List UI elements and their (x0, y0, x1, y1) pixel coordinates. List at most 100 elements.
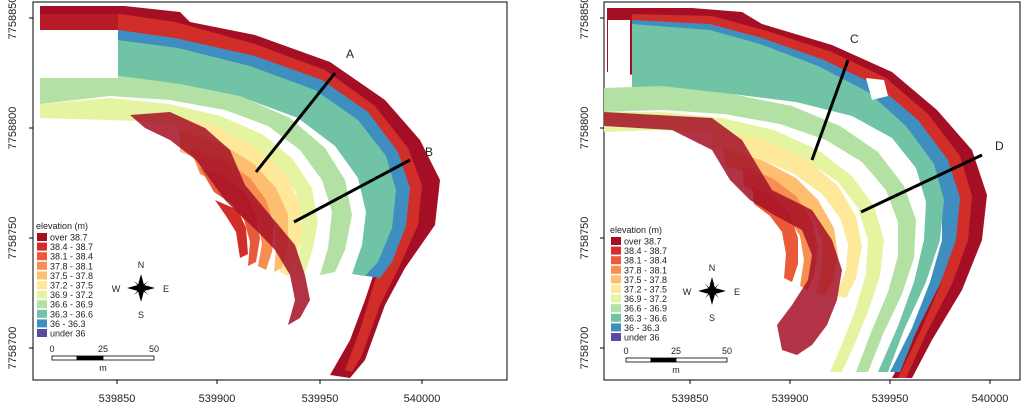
legend-label: over 38.7 (624, 237, 662, 247)
y-tick-label: 7758850 (7, 0, 19, 39)
x-tick-label: 539900 (199, 393, 236, 405)
legend-label: 37.5 - 37.8 (50, 271, 93, 281)
x-tick-label: 540000 (972, 393, 1009, 405)
map-svg-right: C D 7758850 7758800 7758750 7758700 5398… (579, 0, 1021, 405)
compass-rose: N S W E (683, 263, 740, 323)
legend-swatch (611, 304, 621, 313)
x-tick-label: 539900 (772, 393, 809, 405)
transect-label-a: A (346, 47, 354, 61)
y-tick-label: 7758750 (579, 217, 591, 260)
legend-label: 36 - 36.3 (50, 319, 86, 329)
legend-label: 36.9 - 37.2 (624, 294, 667, 304)
transect-label-d: D (995, 139, 1004, 153)
legend-label: 38.4 - 38.7 (624, 246, 667, 256)
compass-e: E (734, 287, 740, 297)
compass-e: E (163, 284, 169, 294)
legend-title: elevation (m) (36, 221, 88, 231)
compass-rose: N S W E (112, 260, 169, 320)
legend-swatch (611, 265, 621, 274)
legend-label: under 36 (624, 333, 660, 343)
x-axis: 539850 539900 539950 540000 (672, 380, 1009, 405)
legend-swatch (611, 246, 621, 255)
transect-label-b: B (425, 145, 433, 159)
scale-tick-label: 50 (722, 346, 732, 356)
legend-swatch (611, 256, 621, 265)
legend-label: 37.2 - 37.5 (624, 285, 667, 295)
map-svg-left: A B 7758850 7758800 7758750 7758700 5398… (7, 0, 508, 405)
map-panel-right: C D 7758850 7758800 7758750 7758700 5398… (512, 0, 1024, 412)
legend-label: 36.3 - 36.6 (624, 313, 667, 323)
y-tick-label: 7758750 (7, 217, 19, 260)
elevation-raster (40, 6, 440, 378)
transect-label-c: C (850, 32, 859, 46)
legend-swatch (37, 300, 47, 309)
legend: elevation (m) over 38.738.4 - 38.738.1 -… (610, 225, 667, 343)
legend-label: 37.8 - 38.1 (624, 265, 667, 275)
legend-swatch (37, 242, 47, 251)
legend-swatch (37, 281, 47, 289)
legend-swatch (37, 233, 47, 241)
legend: elevation (m) over 38.738.4 - 38.738.1 -… (36, 221, 93, 339)
scale-bar: 0 25 50 m (49, 344, 159, 373)
y-tick-label: 7758800 (579, 107, 591, 150)
legend-swatch (611, 313, 621, 322)
legend-label: 36.6 - 36.9 (624, 304, 667, 314)
legend-swatch (611, 294, 621, 303)
legend-label: 36 - 36.3 (624, 323, 660, 333)
scale-tick-label: 0 (623, 346, 628, 356)
legend-label: 38.1 - 38.4 (50, 252, 93, 262)
elevation-raster (604, 8, 987, 378)
legend-label: 38.1 - 38.4 (624, 256, 667, 266)
legend-label: under 36 (50, 329, 86, 339)
y-tick-label: 7758700 (579, 327, 591, 370)
y-tick-label: 7758850 (579, 0, 591, 39)
legend-swatch (37, 329, 47, 337)
scale-bar: 0 25 50 m (623, 346, 732, 375)
legend-swatch (37, 271, 47, 280)
legend-swatch (37, 290, 47, 299)
y-axis: 7758850 7758800 7758750 7758700 (7, 0, 33, 369)
x-tick-label: 539950 (302, 393, 339, 405)
scale-unit: m (672, 365, 680, 375)
scale-tick-label: 0 (49, 344, 54, 354)
compass-s: S (138, 310, 144, 320)
transect-line-b (293, 158, 411, 224)
x-tick-label: 539950 (872, 393, 909, 405)
legend-swatch (37, 252, 47, 261)
legend-label: 37.5 - 37.8 (624, 275, 667, 285)
scale-tick-label: 25 (98, 344, 108, 354)
legend-swatch (611, 237, 621, 245)
compass-w: W (683, 287, 692, 297)
y-tick-label: 7758700 (7, 327, 19, 370)
compass-w: W (112, 284, 121, 294)
legend-label: over 38.7 (50, 233, 88, 243)
legend-label: 38.4 - 38.7 (50, 242, 93, 252)
legend-swatch (611, 323, 621, 332)
legend-swatch (37, 261, 47, 270)
legend-label: 36.9 - 37.2 (50, 290, 93, 300)
legend-swatch (37, 319, 47, 328)
x-tick-label: 539850 (99, 393, 136, 405)
legend-label: 37.2 - 37.5 (50, 281, 93, 291)
x-tick-label: 539850 (672, 393, 709, 405)
legend-swatch (611, 333, 621, 341)
legend-swatch (37, 309, 47, 318)
scale-tick-label: 50 (149, 344, 159, 354)
compass-n: N (138, 260, 145, 270)
legend-title: elevation (m) (610, 225, 662, 235)
legend-swatch (611, 275, 621, 284)
y-tick-label: 7758800 (7, 107, 19, 150)
compass-s: S (709, 313, 715, 323)
compass-n: N (709, 263, 716, 273)
legend-label: 36.3 - 36.6 (50, 309, 93, 319)
transect-line-c (810, 59, 850, 161)
transect-line-d (860, 153, 983, 214)
legend-swatch (611, 285, 621, 293)
scale-tick-label: 25 (671, 346, 681, 356)
legend-label: 37.8 - 38.1 (50, 261, 93, 271)
x-axis: 539850 539900 539950 540000 (99, 380, 441, 405)
map-panel-left: A B 7758850 7758800 7758750 7758700 5398… (0, 0, 512, 412)
y-axis: 7758850 7758800 7758750 7758700 (579, 0, 604, 369)
scale-unit: m (99, 363, 107, 373)
x-tick-label: 540000 (404, 393, 441, 405)
